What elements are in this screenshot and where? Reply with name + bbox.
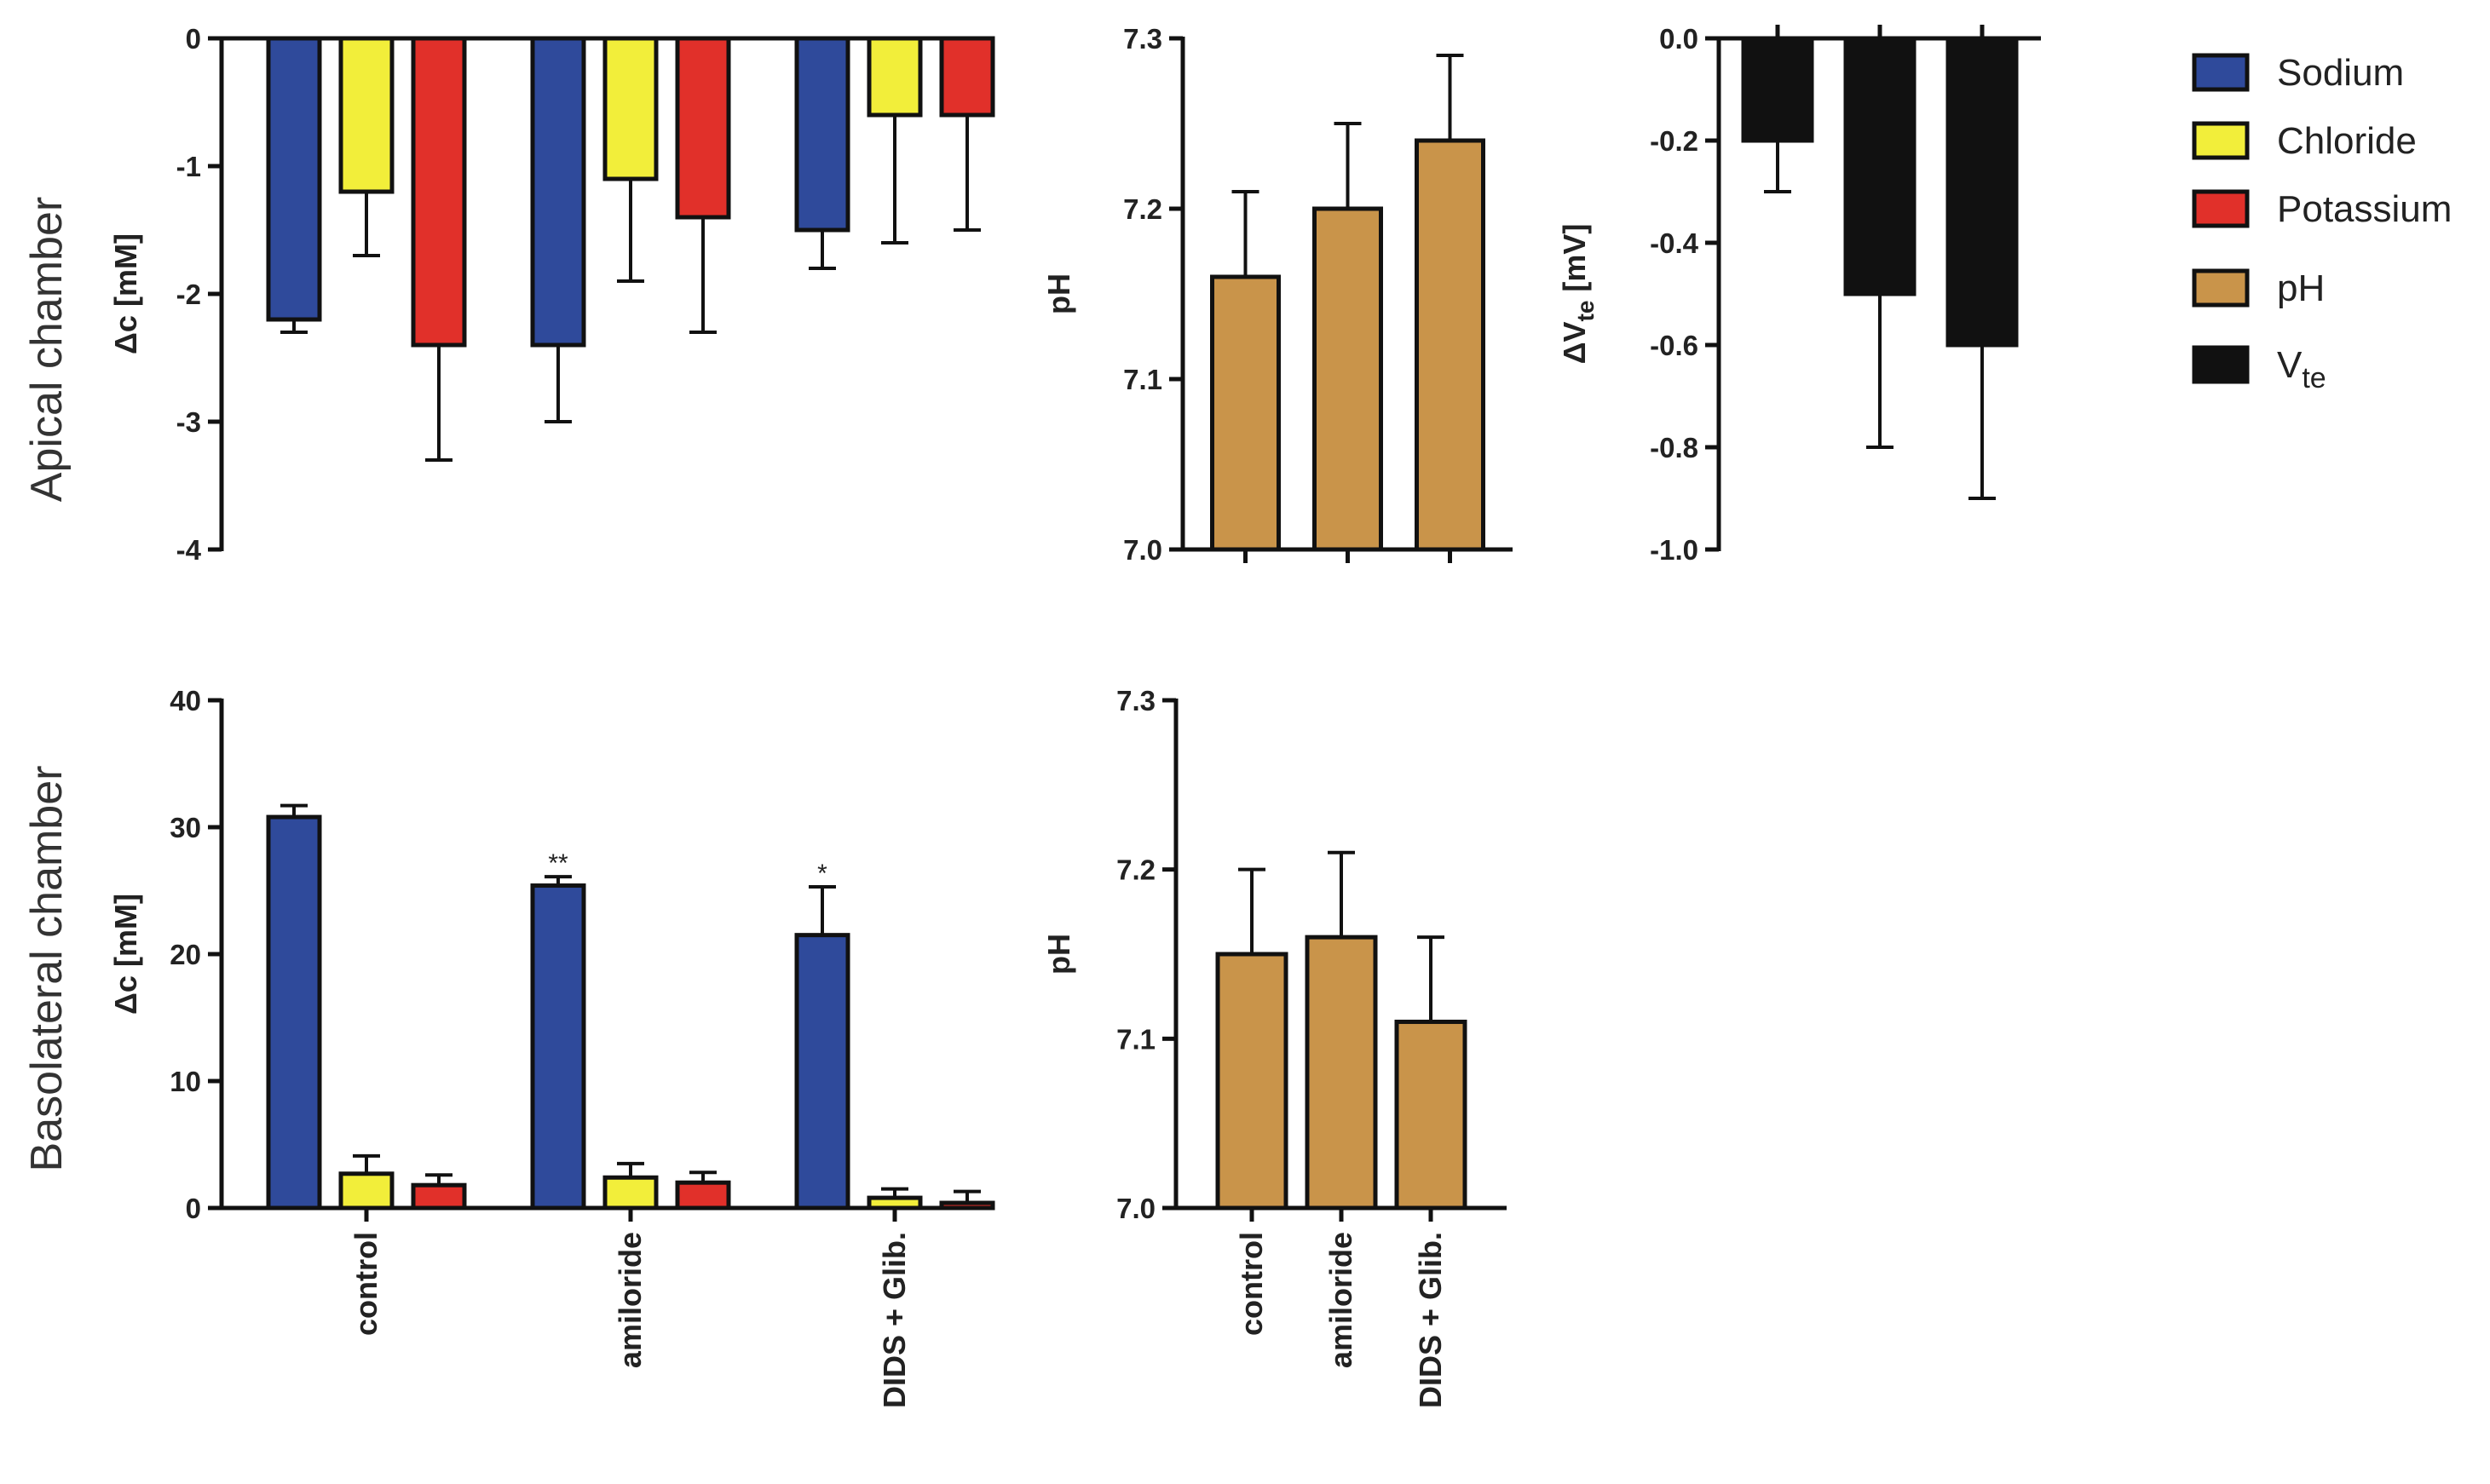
y-tick-label-apical-ph-2: 7.2 — [1123, 193, 1162, 225]
y-tick-label-apical-ph-0: 7.0 — [1123, 534, 1162, 566]
y-tick-label-apical-ions-0: 0 — [186, 23, 201, 55]
y-tick-label-basolateral-ph-3: 7.3 — [1116, 685, 1156, 716]
y-tick-label-basolateral-ions-1: 10 — [170, 1066, 201, 1097]
y-axis-label-apical-ph: pH — [1041, 273, 1076, 314]
y-tick-label-apical-vte-1: -0.2 — [1650, 125, 1698, 157]
bar-apical-ions-sodium-2 — [794, 36, 850, 233]
row-label-basolateral: Basolateral chamber — [22, 766, 72, 1172]
row-label-apical: Apical chamber — [22, 197, 72, 502]
legend: Sodium Chloride Potassium pH Vte — [2192, 52, 2452, 394]
bar-basolateral-ions-chloride-1 — [602, 1175, 659, 1211]
y-axis-label-apical-ions: Δc [mM] — [108, 233, 143, 354]
legend-label-main-vte: V — [2277, 344, 2303, 386]
bar-apical-ions-potassium-1 — [675, 36, 731, 220]
legend-label-sodium: Sodium — [2277, 52, 2404, 94]
legend-swatch-potassium — [2192, 189, 2250, 228]
legend-swatch-chloride — [2192, 121, 2250, 160]
y-tick-label-apical-ph-1: 7.1 — [1123, 364, 1162, 395]
y-tick-label-apical-vte-3: -0.6 — [1650, 330, 1698, 361]
bar-apical-ions-chloride-1 — [602, 36, 659, 181]
significance-basolateral-ions-1: ** — [548, 849, 568, 877]
bar-basolateral-ions-potassium-1 — [675, 1180, 731, 1211]
x-label-basolateral-ph-1: amiloride — [1323, 1232, 1358, 1368]
chart-panels: 0 -1 -2 -3 -4 Δc [mM] 7.0 7.1 7.2 7.3 pH 0.0 -0.2 -0.… — [108, 23, 2041, 1408]
bar-apical-ions-potassium-2 — [939, 36, 995, 118]
bar-apical-ions-chloride-0 — [338, 36, 395, 194]
x-label-basolateral-ions-0: control — [349, 1232, 383, 1336]
y-tick-label-apical-ions-2: -2 — [176, 279, 201, 310]
y-axis-label-sub-apical-vte: te — [1572, 301, 1599, 322]
y-tick-label-apical-vte-5: -1.0 — [1650, 534, 1698, 566]
y-tick-label-apical-vte-4: -0.8 — [1650, 432, 1698, 463]
y-tick-label-basolateral-ions-2: 20 — [170, 939, 201, 970]
bar-basolateral-ions-sodium-0 — [266, 814, 322, 1211]
chart-apical-ph: 7.0 7.1 7.2 7.3 pH — [1041, 23, 1513, 566]
bar-basolateral-ions-chloride-0 — [338, 1171, 395, 1211]
y-axis-label-basolateral-ions: Δc [mM] — [108, 894, 143, 1015]
bar-apical-ph-ph-0 — [1210, 274, 1281, 552]
bar-apical-vte-vte-1 — [1843, 36, 1916, 296]
bar-apical-ph-ph-2 — [1415, 138, 1485, 552]
legend-label-sub-vte: te — [2302, 362, 2326, 394]
y-tick-label-basolateral-ph-2: 7.2 — [1116, 854, 1156, 886]
y-tick-label-basolateral-ions-3: 30 — [170, 812, 201, 843]
x-label-basolateral-ph-2: DIDS + Glib. — [1413, 1232, 1448, 1408]
y-tick-label-basolateral-ions-4: 40 — [170, 685, 201, 716]
bar-apical-ions-sodium-1 — [530, 36, 586, 348]
bar-apical-ions-potassium-0 — [411, 36, 467, 348]
significance-basolateral-ions-2: * — [817, 860, 827, 888]
y-axis-label-main-apical-vte: ΔV — [1557, 322, 1592, 365]
bar-basolateral-ph-ph-1 — [1305, 935, 1378, 1211]
y-tick-label-apical-ions-3: -3 — [176, 406, 201, 438]
y-tick-label-apical-vte-2: -0.4 — [1650, 227, 1699, 259]
y-tick-label-apical-ions-1: -1 — [176, 151, 201, 182]
y-tick-label-apical-vte-0: 0.0 — [1659, 23, 1698, 55]
bar-apical-ions-chloride-2 — [867, 36, 923, 118]
chart-basolateral-ph: 7.0 7.1 7.2 7.3 control amiloride DIDS + Glib.… — [1041, 685, 1507, 1408]
bar-basolateral-ions-sodium-2 — [794, 933, 850, 1211]
y-tick-label-apical-ions-4: -4 — [176, 534, 202, 566]
x-label-basolateral-ph-0: control — [1234, 1232, 1269, 1336]
row-label-basolateral-text: Basolateral chamber — [22, 766, 72, 1172]
bar-apical-vte-vte-2 — [1945, 36, 2019, 348]
y-tick-label-basolateral-ph-0: 7.0 — [1116, 1193, 1156, 1224]
bar-basolateral-ions-sodium-1 — [530, 883, 586, 1211]
y-axis-label-apical-vte: ΔVte [mV] — [1557, 224, 1599, 365]
legend-swatch-vte — [2192, 345, 2250, 384]
y-tick-label-basolateral-ph-1: 7.1 — [1116, 1023, 1156, 1055]
y-axis-label-unit-apical-vte: [mV] — [1557, 224, 1592, 301]
row-label-apical-text: Apical chamber — [22, 197, 72, 502]
legend-label-vte: Vte — [2277, 344, 2326, 394]
chart-apical-vte: 0.0 -0.2 -0.4 -0.6 -0.8 -1.0 ΔVte [mV] — [1557, 23, 2041, 566]
chart-apical-ions: 0 -1 -2 -3 -4 Δc [mM] — [108, 23, 995, 566]
bar-apical-vte-vte-0 — [1741, 36, 1814, 143]
x-label-basolateral-ions-1: amiloride — [613, 1232, 648, 1368]
bar-apical-ph-ph-1 — [1312, 206, 1383, 552]
legend-label-potassium: Potassium — [2277, 188, 2452, 230]
bar-basolateral-ph-ph-2 — [1394, 1019, 1467, 1211]
y-tick-label-apical-ph-3: 7.3 — [1123, 23, 1162, 55]
bar-basolateral-ph-ph-0 — [1215, 952, 1288, 1211]
bar-basolateral-ions-potassium-0 — [411, 1182, 467, 1211]
legend-swatch-sodium — [2192, 53, 2250, 92]
legend-label-chloride: Chloride — [2277, 120, 2417, 162]
legend-label-ph: pH — [2277, 267, 2325, 309]
bar-apical-ions-sodium-0 — [266, 36, 322, 322]
y-axis-label-basolateral-ph: pH — [1041, 934, 1076, 975]
y-tick-label-basolateral-ions-0: 0 — [186, 1193, 201, 1224]
x-label-basolateral-ions-2: DIDS + Glib. — [877, 1232, 912, 1408]
legend-swatch-ph — [2192, 268, 2250, 308]
